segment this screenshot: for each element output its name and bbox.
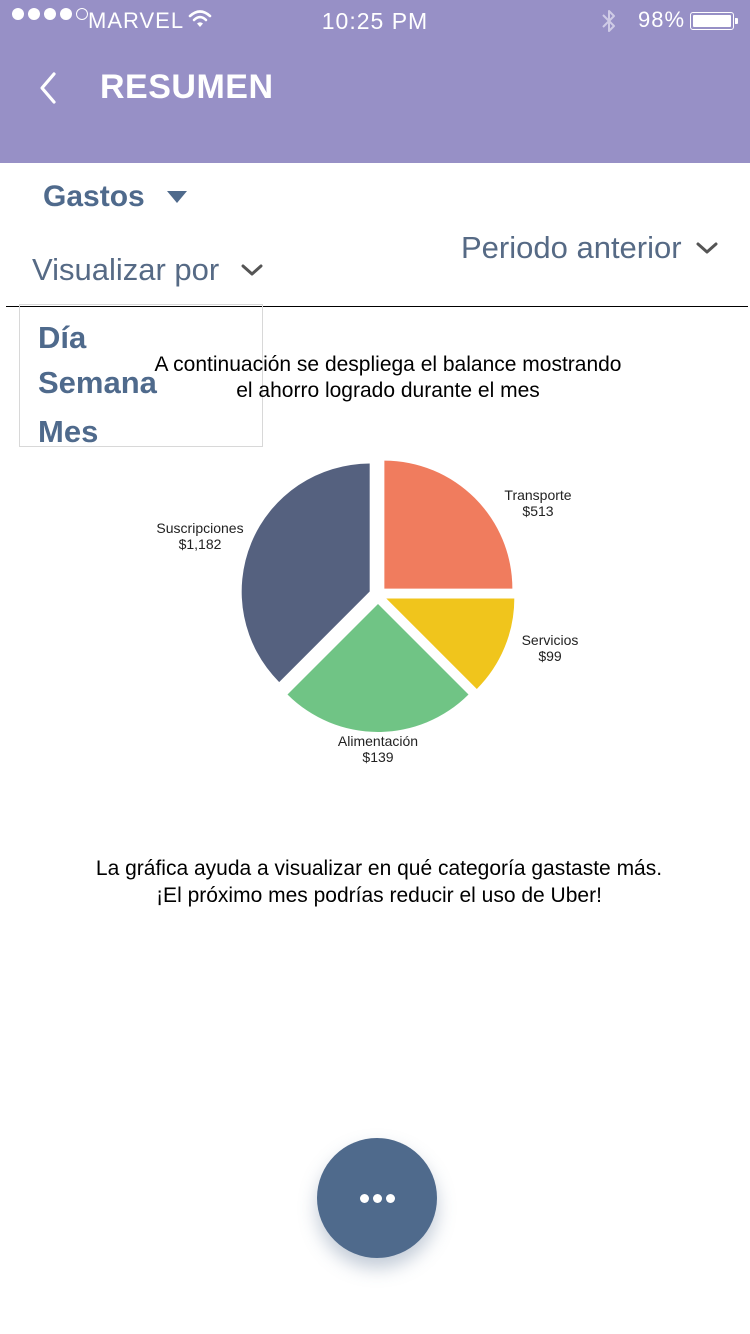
category-dropdown[interactable]: Gastos	[43, 180, 187, 214]
pie-slice-suscripciones	[241, 463, 370, 683]
signal-strength-icon	[12, 8, 88, 20]
back-chevron-icon[interactable]	[34, 68, 64, 108]
caret-down-icon	[166, 191, 187, 203]
pie-label: Suscripciones	[156, 520, 243, 536]
category-label: Gastos	[43, 180, 145, 213]
pie-value-label: $1,182	[179, 536, 222, 552]
pie-label: Transporte	[504, 487, 571, 503]
outro-line-1: La gráfica ayuda a visualizar en qué cat…	[95, 857, 663, 880]
wifi-icon	[188, 10, 212, 27]
period-label: Periodo anterior	[461, 230, 682, 265]
status-bar: MARVEL 10:25 PM 98%	[0, 0, 750, 40]
view-by-label: Visualizar por	[32, 252, 220, 287]
section-divider	[6, 306, 748, 307]
page-title: RESUMEN	[100, 68, 274, 106]
status-time: 10:25 PM	[321, 8, 429, 34]
chevron-down-icon	[696, 242, 718, 254]
chevron-down-icon	[241, 264, 263, 276]
outro-line-2: ¡El próximo mes podrías reducir el uso d…	[156, 884, 602, 907]
fab-dot	[386, 1194, 395, 1203]
carrier-name: MARVEL	[88, 8, 185, 33]
expenses-pie-chart: Transporte$513Servicios$99Alimentación$1…	[156, 460, 579, 765]
period-dropdown[interactable]: Periodo anterior	[461, 230, 720, 266]
pie-value-label: $139	[362, 749, 393, 765]
intro-line-1: A continuación se despliega el balance m…	[154, 353, 622, 376]
view-option-month[interactable]: Mes	[38, 414, 99, 449]
view-by-dropdown[interactable]: Visualizar por	[32, 252, 265, 288]
intro-text: A continuación se despliega el balance m…	[0, 352, 750, 404]
app-header: MARVEL 10:25 PM 98% RESUMEN	[0, 0, 750, 163]
more-options-button[interactable]	[317, 1138, 437, 1258]
fab-dot	[373, 1194, 382, 1203]
view-option-week[interactable]: Semana	[38, 365, 157, 400]
bluetooth-icon	[602, 10, 615, 32]
intro-line-2: el ahorro logrado durante el mes	[236, 379, 540, 402]
pie-slice-alimentación	[287, 604, 469, 732]
view-option-day[interactable]: Día	[38, 320, 87, 355]
pie-label: Alimentación	[338, 733, 418, 749]
pie-value-label: $513	[522, 503, 553, 519]
battery-percentage: 98%	[638, 7, 686, 32]
more-horizontal-icon	[360, 1194, 369, 1203]
pie-slice-servicios	[386, 598, 515, 689]
outro-text: La gráfica ayuda a visualizar en qué cat…	[0, 855, 750, 909]
pie-slice-transporte	[384, 460, 513, 589]
pie-value-label: $99	[538, 648, 562, 664]
pie-label: Servicios	[522, 632, 579, 648]
battery-icon	[690, 12, 738, 30]
view-by-menu: Día Semana Mes	[19, 304, 263, 449]
